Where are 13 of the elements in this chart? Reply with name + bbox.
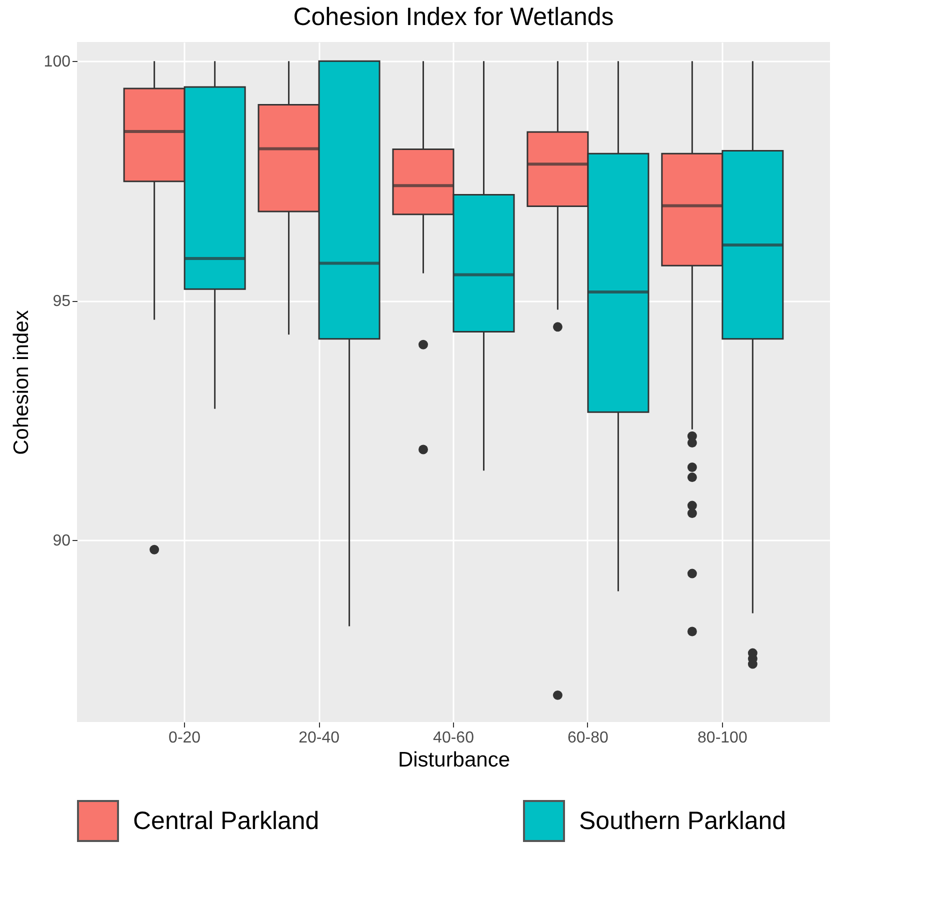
chart-title: Cohesion Index for Wetlands — [293, 3, 614, 31]
y-tick-label: 100 — [44, 54, 71, 71]
legend-label: Southern Parkland — [579, 807, 786, 835]
x-tick-label: 0-20 — [168, 730, 201, 746]
y-tick-label: 95 — [52, 293, 71, 310]
x-tick-label: 40-60 — [433, 730, 474, 746]
x-tick-label: 60-80 — [568, 730, 609, 746]
y-tick-label: 90 — [52, 532, 71, 550]
x-tick-label: 80-100 — [698, 730, 748, 746]
x-tick-label: 20-40 — [298, 730, 340, 746]
x-axis-title: Disturbance — [398, 748, 510, 772]
y-axis-title: Cohesion index — [10, 310, 33, 455]
legend-label: Central Parkland — [133, 807, 320, 835]
